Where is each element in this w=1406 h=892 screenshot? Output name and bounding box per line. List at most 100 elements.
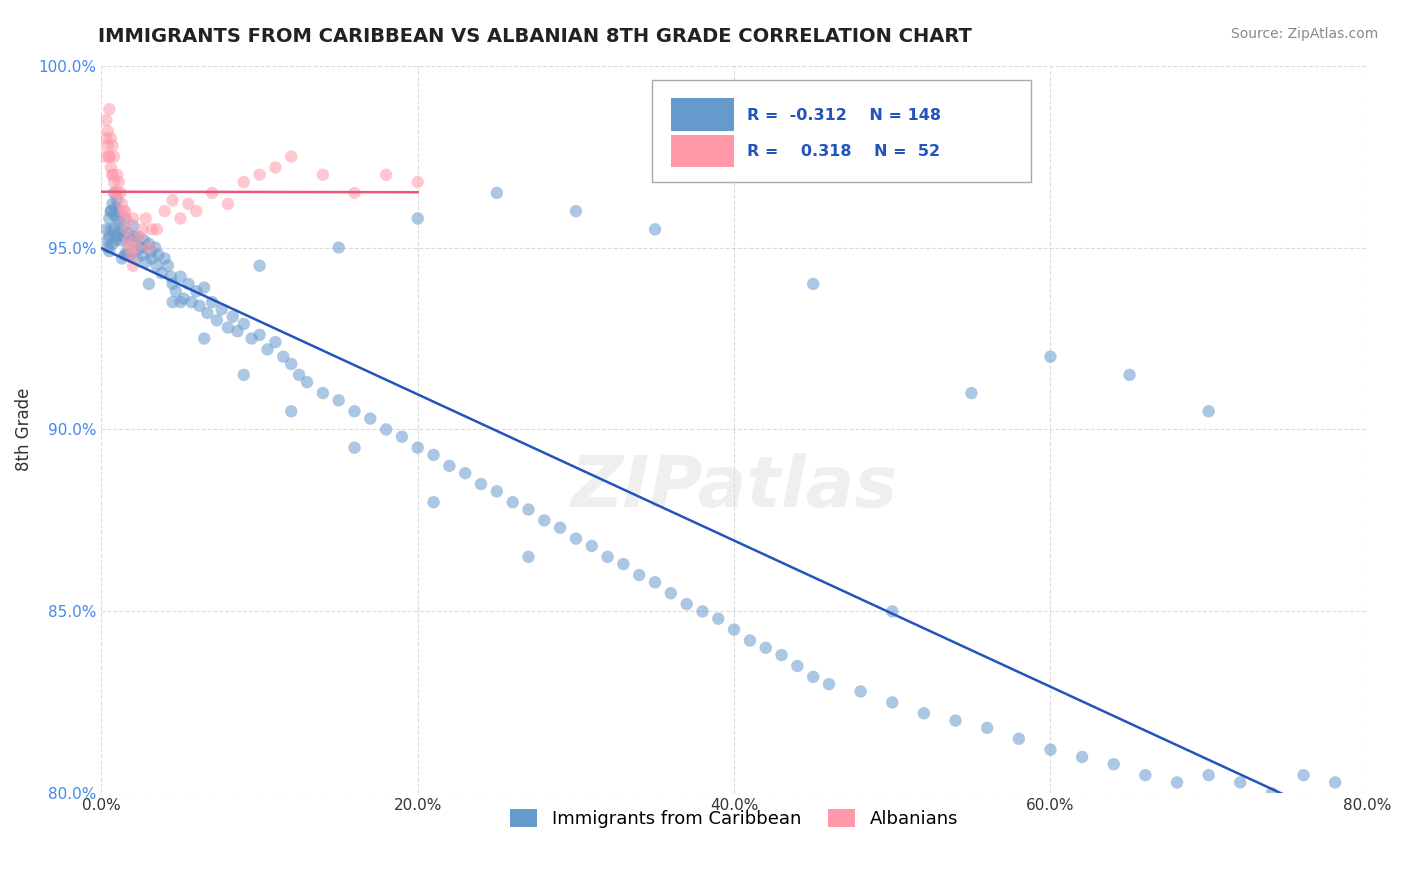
Point	[193, 331, 215, 345]
Point	[125, 241, 148, 255]
Point	[1071, 750, 1094, 764]
Point	[1118, 368, 1140, 382]
Point	[249, 168, 271, 182]
Point	[153, 204, 176, 219]
Point	[675, 597, 697, 611]
Point	[1198, 768, 1220, 782]
Point	[125, 252, 148, 266]
Point	[101, 138, 124, 153]
Point	[882, 695, 904, 709]
Point	[502, 495, 524, 509]
Point	[114, 248, 136, 262]
Point	[180, 295, 202, 310]
Point	[232, 175, 254, 189]
Point	[612, 557, 634, 571]
Point	[162, 295, 184, 310]
FancyBboxPatch shape	[652, 80, 1032, 182]
Point	[256, 343, 278, 357]
Point	[139, 244, 162, 259]
Point	[1135, 768, 1157, 782]
Text: R =  -0.312    N = 148: R = -0.312 N = 148	[747, 108, 941, 122]
Point	[160, 269, 183, 284]
Point	[162, 277, 184, 291]
Point	[211, 302, 233, 317]
Point	[186, 204, 208, 219]
Point	[1324, 775, 1347, 789]
Point	[517, 502, 540, 516]
Point	[105, 186, 128, 200]
Point	[1261, 786, 1284, 800]
Point	[406, 211, 429, 226]
Point	[912, 706, 935, 721]
Point	[882, 604, 904, 618]
Legend: Immigrants from Caribbean, Albanians: Immigrants from Caribbean, Albanians	[503, 802, 966, 835]
Point	[644, 222, 666, 236]
Text: ZIPatlas: ZIPatlas	[571, 453, 898, 522]
Point	[129, 241, 152, 255]
Point	[406, 175, 429, 189]
Point	[312, 168, 335, 182]
Point	[173, 292, 195, 306]
Point	[375, 422, 398, 436]
Point	[128, 229, 150, 244]
Point	[104, 233, 127, 247]
Point	[114, 211, 136, 226]
Point	[533, 513, 555, 527]
FancyBboxPatch shape	[671, 98, 734, 131]
Point	[976, 721, 998, 735]
Point	[122, 259, 145, 273]
Point	[205, 313, 228, 327]
Point	[801, 277, 824, 291]
Point	[485, 186, 508, 200]
Point	[226, 324, 249, 338]
Point	[97, 138, 120, 153]
Point	[193, 280, 215, 294]
Point	[108, 175, 131, 189]
Point	[707, 612, 730, 626]
Point	[98, 211, 121, 226]
Point	[201, 295, 224, 310]
Point	[121, 233, 143, 247]
Point	[134, 233, 156, 247]
Point	[135, 255, 157, 269]
Point	[596, 549, 619, 564]
Point	[186, 284, 208, 298]
Point	[548, 521, 571, 535]
Point	[165, 284, 187, 298]
Point	[177, 197, 200, 211]
Point	[100, 222, 122, 236]
Point	[110, 233, 132, 247]
Point	[343, 441, 366, 455]
Point	[312, 386, 335, 401]
Point	[103, 186, 125, 200]
Point	[1102, 757, 1125, 772]
Point	[422, 495, 444, 509]
Point	[118, 248, 141, 262]
Point	[177, 277, 200, 291]
Point	[127, 229, 149, 244]
Point	[162, 193, 184, 207]
Point	[101, 236, 124, 251]
Point	[1198, 404, 1220, 418]
Point	[659, 586, 682, 600]
Point	[169, 211, 191, 226]
Point	[111, 252, 134, 266]
Point	[232, 368, 254, 382]
Point	[153, 252, 176, 266]
Point	[232, 317, 254, 331]
Point	[565, 204, 588, 219]
Point	[169, 295, 191, 310]
Point	[197, 306, 219, 320]
Point	[110, 186, 132, 200]
Point	[114, 248, 136, 262]
Point	[122, 219, 145, 233]
Point	[188, 299, 211, 313]
Point	[264, 161, 287, 175]
Point	[945, 714, 967, 728]
Point	[115, 222, 138, 236]
Point	[156, 259, 179, 273]
Point	[96, 113, 118, 128]
Point	[101, 168, 124, 182]
Point	[97, 233, 120, 247]
Point	[264, 335, 287, 350]
